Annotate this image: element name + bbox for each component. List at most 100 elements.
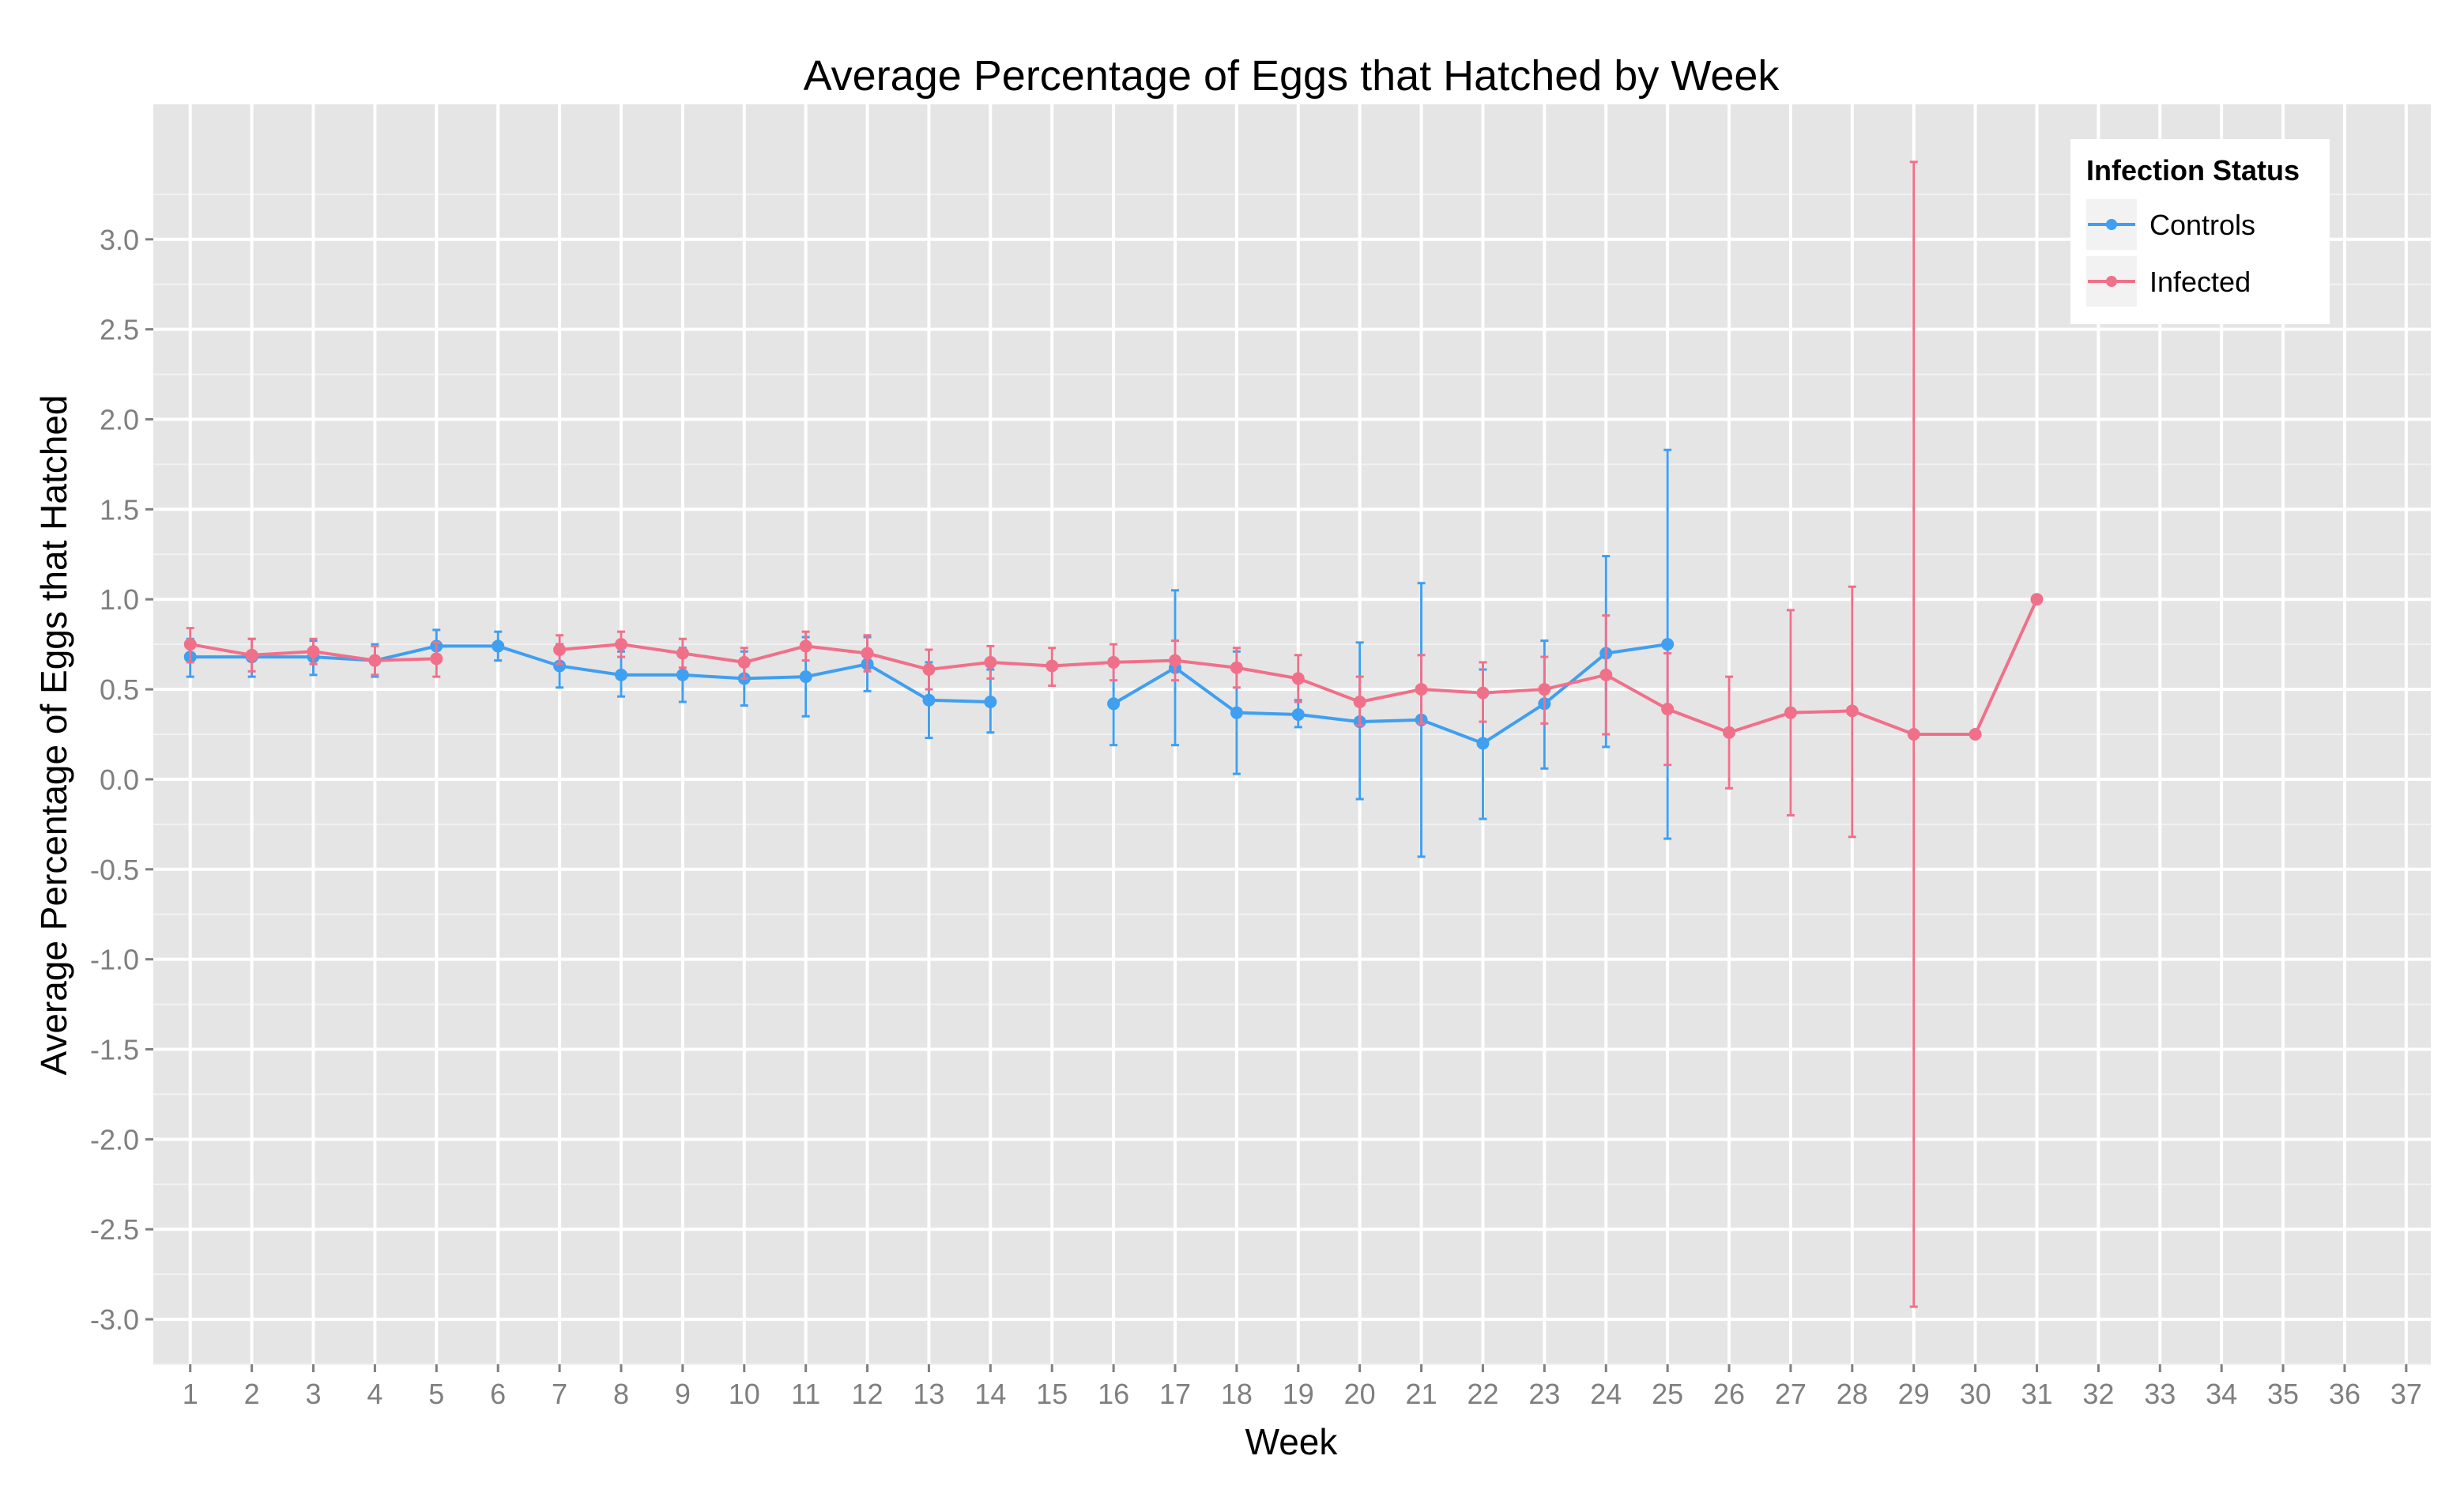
- infected-point: [614, 638, 627, 651]
- infected-point: [1969, 728, 1982, 741]
- controls-point: [799, 670, 812, 684]
- infected-point: [368, 654, 382, 667]
- infected-point: [1476, 686, 1490, 700]
- infected-point: [430, 652, 443, 666]
- x-tick-label: 22: [1467, 1378, 1498, 1410]
- x-tick-label: 36: [2329, 1378, 2360, 1410]
- y-tick-label: 1.5: [100, 493, 139, 526]
- x-tick-label: 5: [428, 1378, 444, 1410]
- x-tick-label: 27: [1775, 1378, 1807, 1410]
- x-tick-label: 30: [1960, 1378, 1991, 1410]
- x-tick-label: 9: [675, 1378, 691, 1410]
- y-tick-label: -2.5: [90, 1213, 139, 1246]
- infected-point: [183, 638, 197, 651]
- x-tick-label: 24: [1590, 1378, 1622, 1410]
- controls-line: [190, 644, 991, 704]
- y-tick-label: 0.5: [100, 673, 139, 706]
- controls-point: [614, 668, 627, 681]
- x-tick-label: 16: [1098, 1378, 1129, 1410]
- major-gridlines: [153, 104, 2431, 1364]
- x-tick-label: 23: [1528, 1378, 1560, 1410]
- x-tick-label: 34: [2206, 1378, 2237, 1410]
- y-tick-label: 2.0: [100, 404, 139, 436]
- controls-point: [553, 659, 567, 673]
- infected-point: [1661, 703, 1675, 716]
- x-tick-label: 2: [244, 1378, 260, 1410]
- infected-point: [2030, 593, 2044, 606]
- series-infected: [183, 160, 2044, 1308]
- x-tick-label: 6: [490, 1378, 506, 1410]
- x-tick-label: 11: [791, 1378, 820, 1410]
- infected-point: [1907, 728, 1920, 741]
- y-tick-label: -2.0: [90, 1123, 139, 1156]
- infected-point: [984, 655, 997, 669]
- x-tick-label: 13: [913, 1378, 944, 1410]
- infected-point: [799, 639, 812, 653]
- controls-line: [1113, 643, 1668, 745]
- x-tick-label: 7: [552, 1378, 567, 1410]
- x-tick-label: 31: [2021, 1378, 2052, 1410]
- infected-point: [861, 647, 874, 660]
- infected-point: [1291, 672, 1305, 685]
- infected-point: [1723, 726, 1736, 739]
- infected-point: [1538, 683, 1551, 696]
- infected-point: [1230, 661, 1243, 674]
- infected-point: [922, 663, 936, 677]
- y-tick-label: 0.0: [100, 764, 139, 796]
- x-tick-label: 25: [1652, 1378, 1683, 1410]
- infected-point: [737, 655, 751, 669]
- infected-point: [676, 647, 689, 660]
- x-tick-label: 28: [1837, 1378, 1868, 1410]
- infected-point: [553, 643, 567, 656]
- x-tick-label: 1: [183, 1378, 198, 1410]
- infected-point: [245, 648, 258, 662]
- infected-point: [1353, 696, 1366, 709]
- chart-title: Average Percentage of Eggs that Hatched …: [804, 52, 1780, 100]
- controls-point: [1230, 706, 1243, 719]
- infected-point: [1845, 704, 1859, 718]
- x-tick-label: 12: [852, 1378, 883, 1410]
- y-axis-ticks: -3.0 -2.5 -2.0 -1.5 -1.0 -0.5 0.0 0.5 1.0 1.5 2.0 2…: [90, 224, 153, 1336]
- x-tick-label: 10: [729, 1378, 760, 1410]
- y-axis-label: Average Percentage of Eggs that Hatched: [33, 395, 74, 1076]
- legend-label-infected: Infected: [2149, 266, 2251, 298]
- controls-point: [1107, 697, 1121, 711]
- controls-point: [1661, 638, 1675, 651]
- x-tick-label: 19: [1283, 1378, 1314, 1410]
- x-tick-label: 29: [1898, 1378, 1930, 1410]
- x-tick-label: 4: [367, 1378, 382, 1410]
- x-axis-ticks: 1 2 3 4 5 6 7 8 9 10 11 12 13 14 15 16 17 18 19 20 21 22 23 24 2…: [183, 1364, 2422, 1410]
- infected-point: [1784, 706, 1797, 719]
- y-tick-label: -1.5: [90, 1034, 139, 1066]
- controls-point: [1476, 737, 1490, 750]
- infected-point: [1599, 668, 1613, 681]
- controls-point: [922, 693, 936, 707]
- y-tick-label: 3.0: [100, 224, 139, 256]
- x-tick-label: 37: [2391, 1378, 2422, 1410]
- minor-gridlines: [153, 193, 2431, 1365]
- legend-title: Infection Status: [2086, 154, 2300, 187]
- x-tick-label: 32: [2082, 1378, 2114, 1410]
- legend-key-controls-point: [2106, 219, 2117, 230]
- x-tick-label: 33: [2144, 1378, 2176, 1410]
- controls-point: [1291, 707, 1305, 721]
- x-tick-label: 26: [1713, 1378, 1745, 1410]
- legend-label-controls: Controls: [2149, 209, 2255, 241]
- controls-point: [676, 668, 689, 681]
- x-tick-label: 14: [974, 1378, 1006, 1410]
- x-tick-label: 21: [1406, 1378, 1437, 1410]
- x-tick-label: 15: [1036, 1378, 1068, 1410]
- infected-point: [1046, 659, 1059, 673]
- x-tick-label: 35: [2267, 1378, 2299, 1410]
- legend-key-infected-point: [2106, 276, 2117, 287]
- infected-point: [307, 645, 320, 658]
- x-axis-label: Week: [1245, 1421, 1339, 1462]
- y-tick-label: -3.0: [90, 1303, 139, 1336]
- infected-point: [1169, 654, 1182, 667]
- x-tick-label: 17: [1159, 1378, 1191, 1410]
- controls-point: [984, 696, 997, 709]
- x-tick-label: 18: [1221, 1378, 1253, 1410]
- x-tick-label: 20: [1344, 1378, 1376, 1410]
